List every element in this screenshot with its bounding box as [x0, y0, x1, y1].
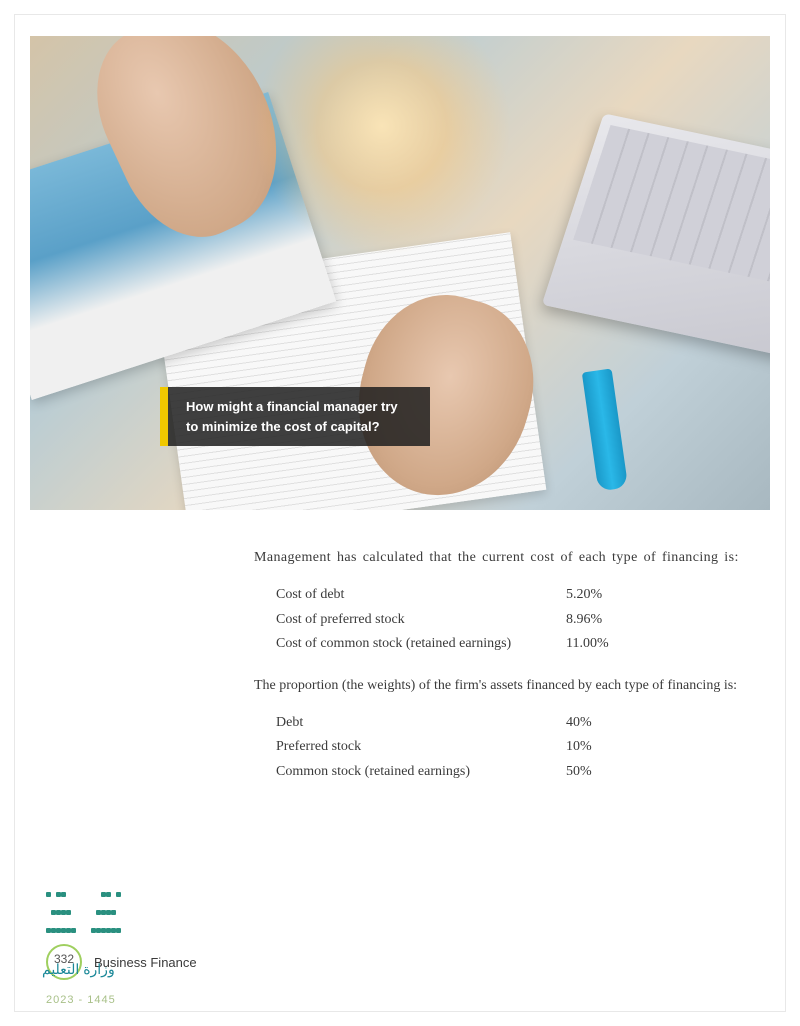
laptop	[542, 113, 770, 358]
cost-value: 8.96%	[566, 608, 646, 633]
weight-label: Preferred stock	[276, 735, 566, 760]
arabic-ministry-text: وزارة التعليم	[42, 961, 115, 978]
cost-label: Cost of debt	[276, 583, 566, 608]
year-subline: 2023 - 1445	[46, 994, 116, 1006]
photo-caption: How might a financial manager try to min…	[160, 387, 430, 446]
table-row: Cost of preferred stock 8.96%	[276, 608, 754, 633]
cost-label: Cost of preferred stock	[276, 608, 566, 633]
body-content: Management has calculated that the curre…	[254, 546, 754, 802]
ministry-logo-icon	[46, 884, 366, 938]
table-row: Common stock (retained earnings) 50%	[276, 760, 754, 785]
intro-paragraph-2: The proportion (the weights) of the firm…	[254, 675, 754, 697]
pen	[582, 368, 628, 491]
caption-text: How might a financial manager try to min…	[186, 399, 398, 434]
weight-table: Debt 40% Preferred stock 10% Common stoc…	[276, 711, 754, 785]
weight-value: 50%	[566, 760, 646, 785]
hero-photo: How might a financial manager try to min…	[30, 36, 770, 510]
table-row: Preferred stock 10%	[276, 735, 754, 760]
weight-value: 40%	[566, 711, 646, 736]
weight-label: Common stock (retained earnings)	[276, 760, 566, 785]
table-row: Debt 40%	[276, 711, 754, 736]
cost-table: Cost of debt 5.20% Cost of preferred sto…	[276, 583, 754, 657]
intro-paragraph-1: Management has calculated that the curre…	[254, 546, 754, 569]
cost-label: Cost of common stock (retained earnings)	[276, 632, 566, 657]
table-row: Cost of common stock (retained earnings)…	[276, 632, 754, 657]
weight-label: Debt	[276, 711, 566, 736]
cost-value: 11.00%	[566, 632, 646, 657]
lens-flare	[252, 36, 512, 256]
table-row: Cost of debt 5.20%	[276, 583, 754, 608]
weight-value: 10%	[566, 735, 646, 760]
cost-value: 5.20%	[566, 583, 646, 608]
